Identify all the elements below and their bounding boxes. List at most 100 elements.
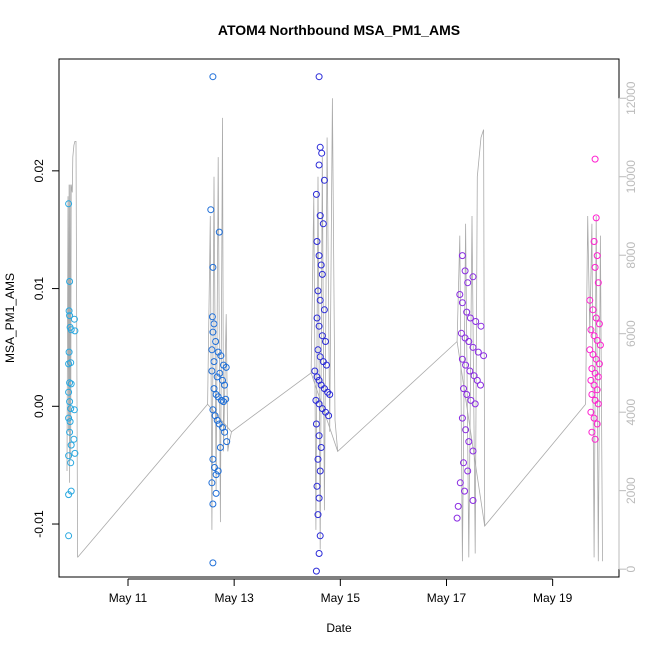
data-point-s2-14 (222, 363, 230, 371)
data-point-s3-1 (315, 73, 323, 81)
data-point-s3-32 (315, 400, 323, 408)
data-point-s5-3 (590, 238, 598, 245)
data-point-s2-6 (210, 320, 218, 328)
data-point-s3-6 (312, 190, 320, 198)
x-tick-label: May 13 (214, 591, 254, 605)
data-point-s2-39 (209, 500, 217, 508)
data-point-s1-28 (71, 449, 79, 457)
data-point-s2-12 (210, 358, 218, 366)
y2-tick-label: 2000 (624, 477, 638, 504)
data-point-s2-3 (209, 263, 217, 271)
data-point-s3-10 (315, 252, 323, 260)
data-point-s4-19 (466, 367, 474, 375)
data-point-s3-24 (311, 367, 319, 375)
plot-frame (58, 58, 620, 578)
data-point-s3-36 (312, 420, 320, 428)
data-point-s1-9 (67, 359, 75, 367)
data-point-s1-1 (65, 200, 73, 208)
secondary-y-axis: 0 2000 4000 6000 8000 10000 12000 (618, 81, 638, 572)
data-point-s1-13 (66, 398, 74, 406)
data-point-s2-20 (210, 385, 218, 393)
data-point-s4-35 (454, 502, 462, 510)
data-point-s3-7 (316, 212, 324, 220)
data-point-s1-10 (66, 379, 74, 387)
data-point-s3-39 (314, 455, 322, 463)
secondary-series-lines (66, 98, 603, 562)
secondary-line-1 (66, 140, 78, 558)
data-point-s3-38 (317, 444, 325, 451)
data-point-s1-14 (67, 405, 75, 413)
data-point-s3-42 (315, 494, 323, 502)
x-axis-label: Date (326, 621, 352, 635)
data-point-s1-7 (65, 348, 73, 356)
data-point-s1-18 (67, 441, 75, 449)
data-point-s2-24 (220, 398, 227, 406)
data-point-s3-8 (319, 220, 327, 228)
data-point-s3-45 (315, 550, 323, 557)
data-point-s2-31 (221, 428, 229, 436)
data-point-s4-36 (469, 497, 477, 504)
data-point-s5-15 (586, 346, 594, 354)
data-point-s5-27 (594, 400, 602, 408)
data-point-s4-33 (456, 479, 464, 487)
data-point-s3-21 (316, 353, 324, 361)
data-point-s2-35 (211, 464, 218, 471)
data-point-s1-20 (67, 459, 75, 467)
data-point-s2-40 (212, 489, 220, 497)
y2-tick-label: 6000 (624, 320, 638, 347)
data-point-s3-20 (314, 346, 322, 354)
y-axis: -0.01 0.00 0.01 0.02 (32, 159, 60, 538)
data-point-s2-17 (216, 369, 224, 377)
data-point-s2-37 (214, 467, 222, 475)
data-point-s4-4 (469, 273, 477, 281)
data-point-s4-23 (460, 385, 467, 393)
data-point-s5-19 (588, 365, 596, 373)
data-point-s5-18 (595, 360, 603, 368)
data-point-s3-30 (326, 391, 334, 398)
data-point-s5-13 (593, 336, 601, 344)
data-point-s3-13 (314, 287, 322, 295)
data-point-s5-17 (592, 355, 600, 363)
data-point-s4-20 (470, 372, 478, 380)
secondary-line-3 (310, 98, 339, 550)
data-point-s1-17 (66, 428, 74, 436)
data-point-s1-11 (67, 380, 75, 388)
data-point-s4-9 (472, 318, 480, 325)
data-point-s5-30 (593, 420, 601, 428)
data-point-s3-23 (323, 361, 330, 369)
data-point-s3-3 (318, 149, 326, 157)
data-point-s4-8 (466, 314, 474, 322)
data-point-s4-5 (456, 291, 464, 298)
data-point-s2-2 (207, 206, 215, 214)
data-point-s2-25 (222, 395, 230, 403)
data-point-s1-23 (65, 532, 73, 540)
data-point-s5-10 (595, 320, 603, 328)
data-point-s4-31 (460, 459, 467, 467)
data-point-s5-1 (591, 155, 599, 163)
data-point-s2-28 (213, 416, 221, 424)
y2-tick-label: 12000 (624, 81, 638, 115)
secondary-line-5 (585, 215, 603, 562)
y-tick-label: -0.01 (32, 510, 46, 538)
data-point-s5-22 (587, 376, 595, 384)
data-point-s4-15 (474, 348, 482, 356)
data-point-s4-22 (477, 381, 484, 389)
data-point-s3-5 (320, 176, 328, 184)
data-point-s1-6 (67, 326, 75, 334)
y2-tick-label: 8000 (624, 242, 638, 269)
data-point-s4-13 (465, 338, 473, 345)
data-point-s2-8 (212, 338, 220, 345)
data-point-s5-5 (591, 263, 599, 271)
data-point-s4-29 (465, 438, 473, 446)
data-point-s3-11 (317, 261, 325, 269)
data-point-s1-4 (66, 312, 74, 320)
data-point-s4-12 (461, 334, 469, 342)
data-point-s3-12 (318, 270, 326, 278)
y2-tick-label: 0 (624, 565, 638, 572)
data-point-s5-29 (590, 414, 598, 422)
data-point-s4-14 (469, 343, 477, 351)
data-point-s4-17 (458, 355, 466, 363)
data-point-s4-18 (462, 361, 470, 369)
data-point-s3-17 (315, 322, 323, 330)
